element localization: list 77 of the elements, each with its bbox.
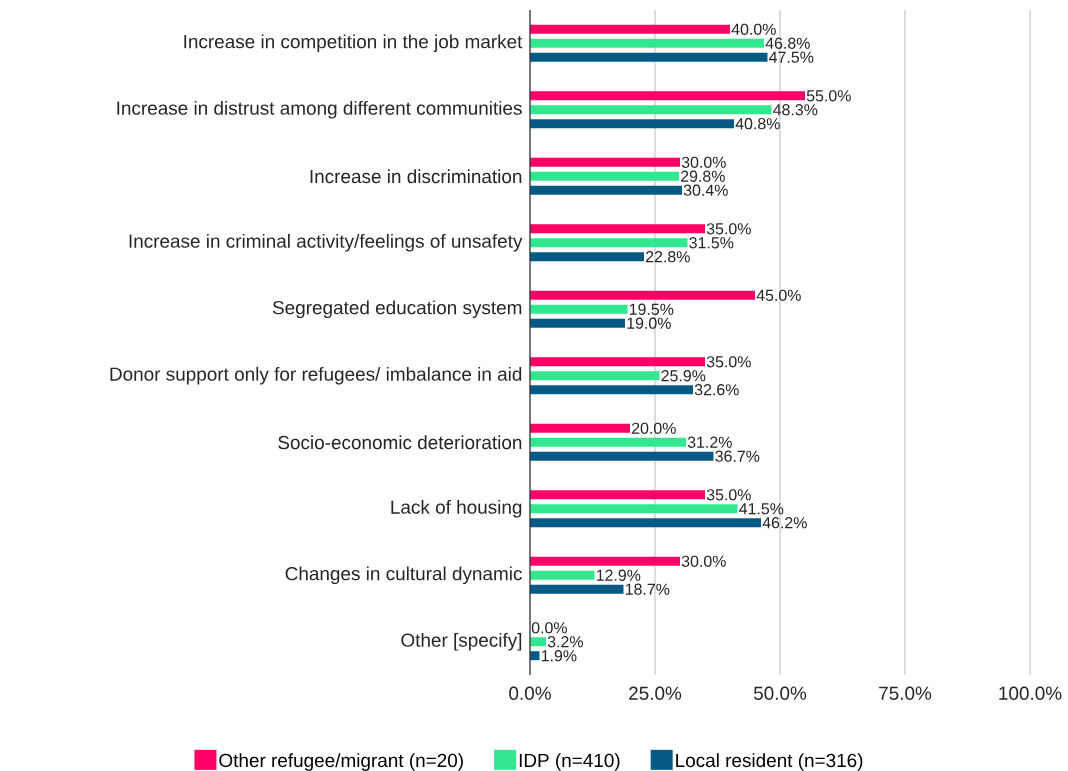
data-label: 35.0%: [706, 223, 751, 235]
data-label: 1.9%: [541, 650, 577, 662]
x-tick-label: 50.0%: [753, 686, 807, 700]
legend-label: Other refugee/migrant (n=20): [219, 753, 463, 771]
data-label: 31.2%: [687, 436, 732, 448]
data-label: 35.0%: [706, 356, 751, 368]
bar: [530, 318, 625, 328]
data-label: 47.5%: [769, 51, 814, 63]
data-label: 48.3%: [773, 104, 818, 116]
bar: [530, 518, 761, 528]
data-label: 30.0%: [681, 555, 726, 567]
data-label: 41.5%: [739, 503, 784, 515]
data-label: 20.0%: [632, 422, 676, 434]
bar: [530, 238, 688, 248]
data-label: 3.2%: [547, 636, 583, 648]
legend-label: IDP (n=410): [519, 753, 620, 771]
data-label: 19.0%: [627, 317, 671, 329]
bar: [530, 157, 680, 167]
y-tick-label: Changes in cultural dynamic: [285, 566, 522, 585]
bar: [530, 290, 755, 300]
data-label: 12.9%: [596, 569, 641, 581]
data-label: 18.7%: [625, 583, 670, 595]
data-label: 0.0%: [531, 622, 567, 634]
data-label: 46.8%: [765, 37, 810, 49]
bar: [530, 490, 705, 500]
bar: [530, 357, 705, 367]
data-label: 30.0%: [681, 156, 726, 168]
bar: [530, 52, 768, 62]
bar: [530, 570, 595, 580]
bar: [530, 252, 644, 262]
data-label: 36.7%: [715, 450, 760, 462]
y-tick-label: Other [specify]: [401, 632, 522, 651]
bar: [530, 584, 624, 594]
bar: [530, 504, 738, 514]
bar: [530, 437, 686, 447]
bar: [530, 304, 628, 314]
data-label: 40.8%: [735, 118, 780, 130]
bar: [530, 371, 660, 381]
data-label: 31.5%: [689, 237, 734, 249]
data-label: 29.8%: [681, 170, 725, 182]
data-label: 32.6%: [694, 384, 739, 396]
x-tick-label: 25.0%: [629, 686, 682, 700]
x-tick-label: 100.0%: [999, 686, 1062, 700]
bar: [530, 38, 764, 48]
data-label: 25.9%: [661, 370, 706, 382]
bar: [530, 185, 682, 195]
bar: [530, 637, 546, 647]
y-tick-label: Donor support only for refugees/ imbalance in aid: [110, 366, 522, 385]
data-label: 55.0%: [806, 90, 851, 102]
bar: [530, 385, 693, 395]
bar: [530, 451, 714, 461]
y-tick-label: Lack of housing: [391, 499, 522, 518]
data-label: 45.0%: [756, 289, 801, 301]
bar: [530, 556, 680, 566]
data-label: 22.8%: [646, 251, 690, 263]
data-label: 35.0%: [706, 489, 751, 501]
legend-label: Local resident (n=316): [676, 753, 863, 771]
data-label: 46.2%: [762, 517, 807, 529]
x-tick-label: 75.0%: [879, 686, 932, 700]
bar: [530, 105, 772, 115]
bar: [530, 24, 730, 34]
bar: [530, 423, 630, 433]
x-tick-label: 0.0%: [509, 686, 551, 700]
bar: [530, 91, 805, 101]
bar: [530, 119, 734, 129]
data-label: 19.5%: [629, 303, 674, 315]
y-tick-label: Segregated education system: [272, 300, 522, 319]
y-tick-label: Increase in criminal activity/feelings of unsafety: [129, 233, 523, 252]
y-tick-label: Increase in competition in the job market: [184, 34, 523, 53]
y-tick-label: Increase in discrimination: [310, 169, 522, 184]
bar: [530, 224, 705, 234]
data-label: 40.0%: [731, 23, 776, 35]
y-tick-label: Increase in distrust among different communities: [117, 100, 522, 119]
data-label: 30.4%: [683, 184, 728, 196]
bar: [530, 171, 679, 181]
bar: [530, 651, 540, 661]
y-tick-label: Socio-economic deterioration: [278, 435, 522, 450]
